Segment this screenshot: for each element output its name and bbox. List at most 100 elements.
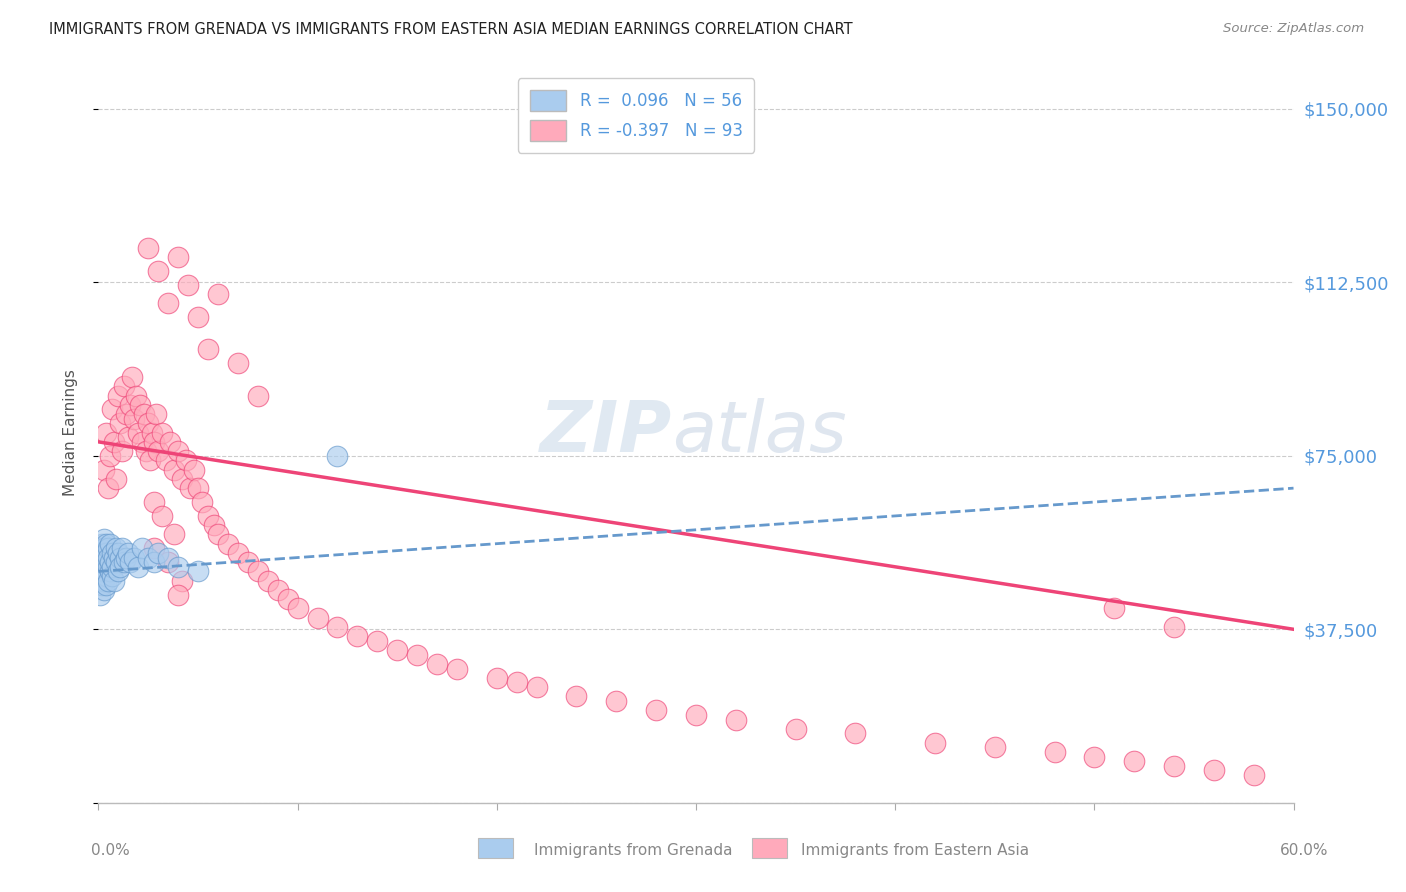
Point	[150, 508, 173, 523]
Point	[124, 550, 146, 565]
Point	[406, 648, 429, 662]
Point	[96, 546, 118, 560]
Point	[89, 541, 111, 556]
Point	[724, 713, 747, 727]
Point	[134, 407, 156, 421]
Point	[136, 240, 159, 255]
Point	[91, 550, 114, 565]
Point	[1043, 745, 1066, 759]
Point	[326, 620, 349, 634]
Point	[426, 657, 449, 671]
Point	[167, 444, 190, 458]
Point	[111, 541, 134, 556]
Point	[97, 559, 120, 574]
Point	[97, 574, 120, 588]
Point	[179, 481, 201, 495]
Point	[1083, 749, 1105, 764]
Point	[115, 550, 138, 565]
Point	[105, 472, 128, 486]
Point	[89, 555, 111, 569]
Point	[93, 532, 115, 546]
Point	[197, 508, 219, 523]
Point	[97, 481, 120, 495]
Point	[117, 430, 139, 444]
Point	[207, 527, 229, 541]
Legend: R =  0.096   N = 56, R = -0.397   N = 93: R = 0.096 N = 56, R = -0.397 N = 93	[517, 78, 755, 153]
Point	[93, 574, 115, 588]
Point	[89, 588, 111, 602]
Point	[91, 559, 114, 574]
Point	[93, 462, 115, 476]
Point	[172, 574, 194, 588]
Point	[226, 546, 249, 560]
Point	[136, 417, 159, 431]
Point	[267, 582, 290, 597]
Text: IMMIGRANTS FROM GRENADA VS IMMIGRANTS FROM EASTERN ASIA MEDIAN EARNINGS CORRELAT: IMMIGRANTS FROM GRENADA VS IMMIGRANTS FR…	[49, 22, 853, 37]
Point	[565, 690, 588, 704]
Point	[446, 662, 468, 676]
Point	[163, 527, 186, 541]
Point	[111, 444, 134, 458]
Point	[129, 398, 152, 412]
Point	[183, 462, 205, 476]
Point	[97, 541, 120, 556]
Point	[131, 541, 153, 556]
Point	[105, 555, 128, 569]
Point	[89, 565, 111, 579]
Text: ZIP: ZIP	[540, 398, 672, 467]
Text: Source: ZipAtlas.com: Source: ZipAtlas.com	[1223, 22, 1364, 36]
Point	[96, 536, 118, 550]
Point	[924, 736, 946, 750]
Point	[117, 546, 139, 560]
Point	[1202, 764, 1225, 778]
Point	[110, 417, 132, 431]
Point	[277, 592, 299, 607]
Point	[107, 565, 129, 579]
Point	[93, 541, 115, 556]
Point	[103, 550, 125, 565]
Point	[174, 453, 197, 467]
Point	[197, 343, 219, 357]
Point	[159, 434, 181, 449]
Point	[96, 569, 118, 583]
Point	[112, 379, 135, 393]
Point	[506, 675, 529, 690]
Point	[110, 550, 132, 565]
Point	[112, 555, 135, 569]
Point	[326, 449, 349, 463]
Point	[150, 425, 173, 440]
Point	[127, 425, 149, 440]
Text: Immigrants from Grenada: Immigrants from Grenada	[534, 843, 733, 858]
Point	[93, 550, 115, 565]
Point	[172, 472, 194, 486]
Point	[143, 555, 166, 569]
Point	[101, 569, 124, 583]
Point	[93, 555, 115, 569]
Point	[89, 574, 111, 588]
Point	[91, 578, 114, 592]
Point	[96, 578, 118, 592]
Text: Immigrants from Eastern Asia: Immigrants from Eastern Asia	[801, 843, 1029, 858]
Point	[103, 434, 125, 449]
Point	[157, 550, 180, 565]
Text: 0.0%: 0.0%	[91, 843, 131, 858]
Point	[246, 565, 269, 579]
Point	[202, 518, 225, 533]
Point	[143, 541, 166, 556]
Point	[98, 449, 122, 463]
Point	[645, 703, 668, 717]
Point	[485, 671, 508, 685]
Point	[157, 555, 180, 569]
Point	[984, 740, 1007, 755]
Point	[145, 407, 167, 421]
Point	[844, 726, 866, 740]
Point	[131, 434, 153, 449]
Point	[167, 588, 190, 602]
Point	[103, 574, 125, 588]
Point	[287, 601, 309, 615]
Point	[187, 310, 209, 324]
Point	[148, 263, 170, 277]
Point	[177, 277, 200, 292]
Point	[167, 559, 190, 574]
Point	[366, 633, 388, 648]
